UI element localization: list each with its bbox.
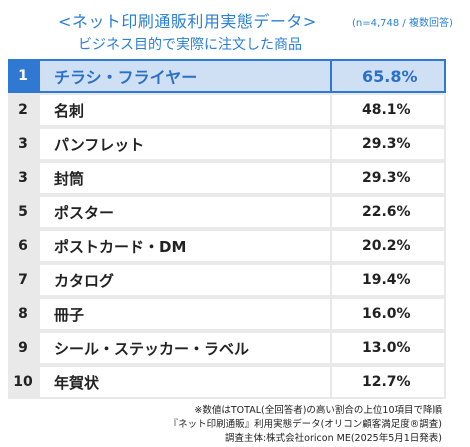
- item-label: カタログ: [54, 271, 115, 290]
- table-row: 10 年賀状 12.7%: [8, 365, 446, 399]
- value-label: 48.1%: [362, 102, 411, 118]
- item-cell: [40, 231, 330, 261]
- table-row: 7 カタログ 19.4%: [8, 263, 446, 297]
- value-label: 22.6%: [362, 204, 411, 220]
- rank-label: 6: [18, 238, 28, 254]
- item-cell: [40, 367, 330, 397]
- ranking-table: 1 チラシ・フライヤー 65.8% 2 名刺 48.1% 3 パンフレット 29.3% 3 封筒 29…: [8, 59, 446, 399]
- value-cell: [332, 333, 444, 363]
- footnote-3: 調査主体:株式会社oricon ME(2025年5月1日発表): [224, 433, 442, 444]
- value-cell: [332, 61, 444, 91]
- item-cell: [40, 333, 330, 363]
- value-cell: [332, 197, 444, 227]
- table-row: 5 ポスター 22.6%: [8, 195, 446, 229]
- footnote-1: ※数値はTOTAL(全回答者)の高い割合の上位10項目で降順: [194, 405, 442, 416]
- rank-label: 2: [18, 102, 28, 118]
- table-row: 8 冊子 16.0%: [8, 297, 446, 331]
- rank-label: 1: [18, 68, 28, 84]
- value-cell: [332, 299, 444, 329]
- page-title: <ネット印刷通販利用実態データ>: [58, 12, 317, 31]
- rank-label: 3: [18, 136, 28, 152]
- value-label: 16.0%: [362, 306, 411, 322]
- item-cell: [40, 129, 330, 159]
- value-cell: [332, 129, 444, 159]
- value-cell: [332, 367, 444, 397]
- table-row: 3 封筒 29.3%: [8, 161, 446, 195]
- value-label: 13.0%: [362, 340, 411, 356]
- rank-label: 9: [18, 340, 28, 356]
- item-cell: [40, 95, 330, 125]
- item-label: チラシ・フライヤー: [54, 68, 198, 87]
- item-cell: [40, 197, 330, 227]
- item-cell: [40, 163, 330, 193]
- item-label: シール・ステッカー・ラベル: [54, 339, 250, 358]
- value-label: 12.7%: [362, 374, 411, 390]
- item-label: ポスター: [54, 203, 115, 222]
- table-row: 3 パンフレット 29.3%: [8, 127, 446, 161]
- value-label: 29.3%: [362, 136, 411, 152]
- item-cell: [40, 299, 330, 329]
- rank-label: 8: [18, 306, 28, 322]
- value-label: 19.4%: [362, 272, 411, 288]
- value-label: 65.8%: [362, 66, 418, 86]
- rank-label: 7: [18, 272, 28, 288]
- table-row: 2 名刺 48.1%: [8, 93, 446, 127]
- item-label: ポストカード・DM: [54, 237, 187, 256]
- value-label: 29.3%: [362, 170, 411, 186]
- value-cell: [332, 163, 444, 193]
- rank-label: 10: [13, 374, 33, 390]
- item-label: パンフレット: [54, 135, 145, 154]
- value-cell: [332, 265, 444, 295]
- rank-label: 5: [18, 204, 28, 220]
- table-row: 1 チラシ・フライヤー 65.8%: [8, 59, 446, 93]
- item-label: 冊子: [54, 305, 85, 324]
- rank-label: 3: [18, 170, 28, 186]
- item-label: 封筒: [54, 169, 85, 188]
- item-label: 年賀状: [54, 373, 100, 392]
- item-cell: [40, 61, 330, 91]
- table-row: 6 ポストカード・DM 20.2%: [8, 229, 446, 263]
- item-label: 名刺: [54, 101, 85, 120]
- value-cell: [332, 231, 444, 261]
- table-row: 9 シール・ステッカー・ラベル 13.0%: [8, 331, 446, 365]
- item-cell: [40, 265, 330, 295]
- page-subtitle: ビジネス目的で実際に注文した商品: [78, 37, 302, 53]
- footnote-2: 『ネット印刷通販』利用実態データ(オリコン顧客満足度®調査): [168, 419, 442, 430]
- value-cell: [332, 95, 444, 125]
- sample-note: (n=4,748 / 複数回答): [352, 18, 453, 29]
- value-label: 20.2%: [362, 238, 411, 254]
